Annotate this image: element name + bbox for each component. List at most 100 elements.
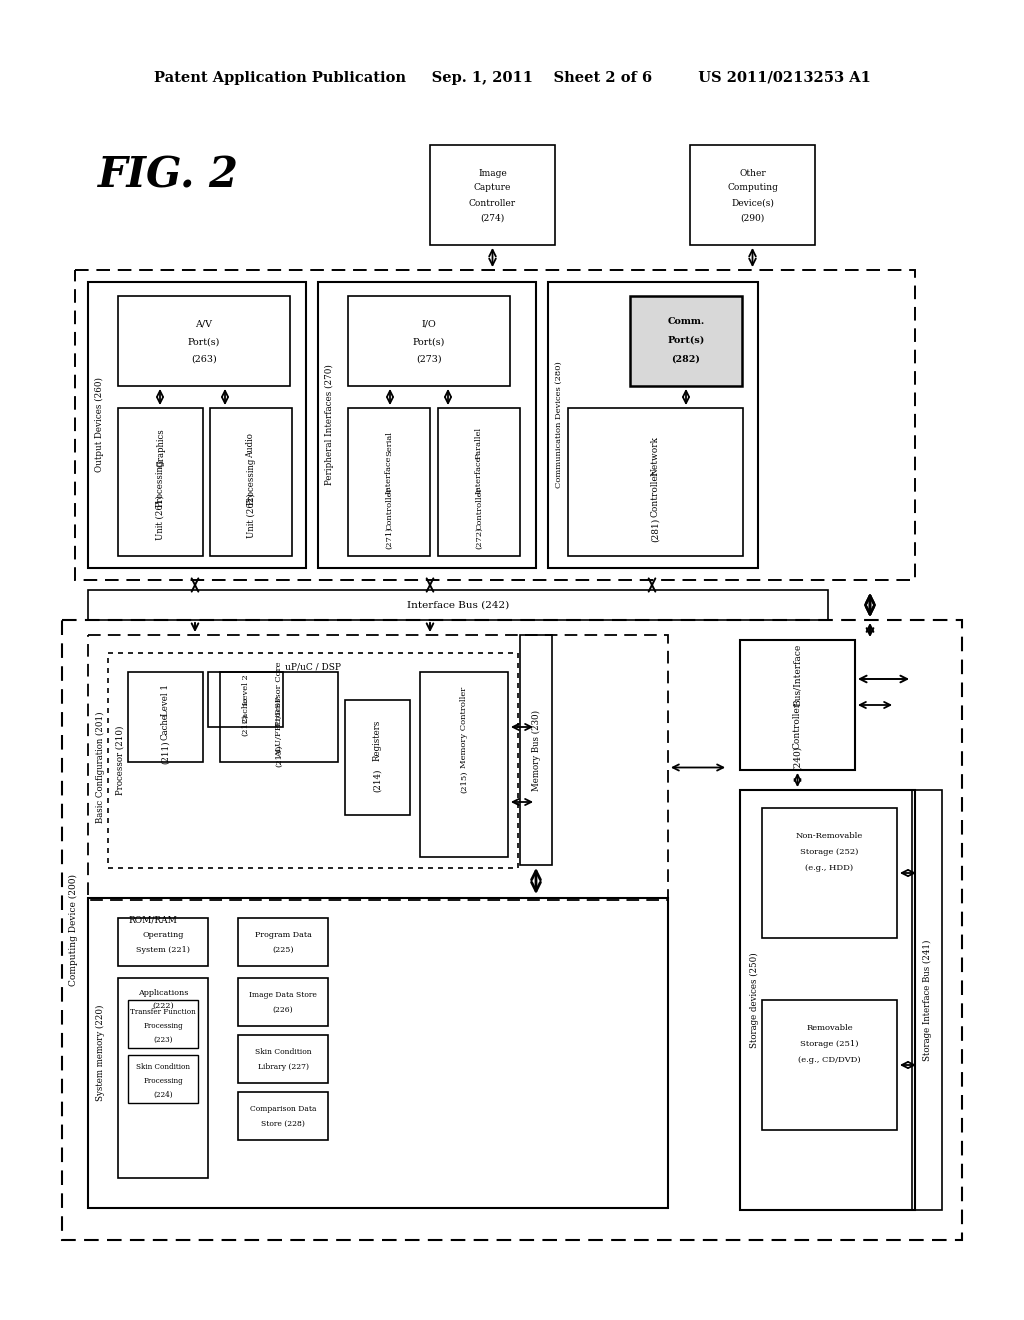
- Bar: [75, 271, 915, 579]
- Text: Removable: Removable: [806, 1024, 853, 1032]
- Bar: [740, 789, 915, 1210]
- Text: Storage devices (250): Storage devices (250): [750, 952, 759, 1048]
- Bar: [118, 917, 208, 966]
- Text: (281): (281): [651, 517, 660, 543]
- Text: Controller: Controller: [651, 470, 660, 516]
- Text: ALU/FPU/DSP: ALU/FPU/DSP: [275, 697, 283, 758]
- Bar: [238, 917, 328, 966]
- Text: (226): (226): [272, 1006, 293, 1014]
- Text: Image Data Store: Image Data Store: [249, 991, 317, 999]
- Text: Patent Application Publication     Sep. 1, 2011    Sheet 2 of 6         US 2011/: Patent Application Publication Sep. 1, 2…: [154, 71, 870, 84]
- Text: Store (228): Store (228): [261, 1119, 305, 1129]
- Text: (212): (212): [242, 714, 250, 737]
- Text: Unit (262): Unit (262): [247, 494, 256, 539]
- Text: (240): (240): [793, 746, 802, 770]
- Text: Registers: Registers: [373, 719, 382, 760]
- Bar: [740, 640, 855, 770]
- Text: Image: Image: [478, 169, 507, 177]
- Text: (214): (214): [373, 768, 382, 792]
- Text: Audio: Audio: [247, 433, 256, 458]
- Bar: [128, 1055, 198, 1104]
- Text: Skin Condition: Skin Condition: [255, 1048, 311, 1056]
- Text: (272): (272): [475, 527, 483, 549]
- Text: Controller: Controller: [793, 701, 802, 748]
- Text: Computing: Computing: [727, 183, 778, 193]
- Text: Processor (210): Processor (210): [116, 726, 125, 795]
- Text: Device(s): Device(s): [731, 198, 774, 207]
- Text: Graphics: Graphics: [156, 429, 165, 467]
- Bar: [762, 808, 897, 939]
- Bar: [762, 1001, 897, 1130]
- Text: (215): (215): [460, 771, 468, 793]
- Text: Cache: Cache: [242, 697, 250, 723]
- Text: (263): (263): [191, 355, 217, 363]
- Text: Serial: Serial: [385, 430, 393, 455]
- Text: Storage (251): Storage (251): [800, 1040, 859, 1048]
- Bar: [548, 282, 758, 568]
- Bar: [128, 1001, 198, 1048]
- Bar: [118, 978, 208, 1177]
- Text: Controller: Controller: [475, 486, 483, 529]
- Text: Processing: Processing: [247, 457, 256, 504]
- Bar: [912, 789, 942, 1210]
- Text: Program Data: Program Data: [255, 931, 311, 939]
- Text: Interface Bus (242): Interface Bus (242): [407, 601, 509, 610]
- Text: ROM/RAM: ROM/RAM: [129, 916, 177, 924]
- Bar: [210, 408, 292, 556]
- Text: (223): (223): [154, 1036, 173, 1044]
- Text: Processor Core: Processor Core: [275, 661, 283, 726]
- Bar: [118, 296, 290, 385]
- Bar: [348, 296, 510, 385]
- Text: (290): (290): [740, 214, 765, 223]
- Text: Interface: Interface: [385, 455, 393, 494]
- Text: System (221): System (221): [136, 946, 190, 954]
- Text: Level 2: Level 2: [242, 675, 250, 705]
- Bar: [88, 282, 306, 568]
- Text: Comparison Data: Comparison Data: [250, 1105, 316, 1113]
- Text: Non-Removable: Non-Removable: [796, 832, 863, 840]
- Bar: [348, 408, 430, 556]
- Text: (222): (222): [153, 1002, 174, 1010]
- Text: Bus/Interface: Bus/Interface: [793, 644, 802, 706]
- Text: Storage Interface Bus (241): Storage Interface Bus (241): [923, 940, 932, 1061]
- Text: (273): (273): [416, 355, 441, 363]
- Text: Basic Configuration (201): Basic Configuration (201): [95, 711, 104, 824]
- Text: Peripheral Interfaces (270): Peripheral Interfaces (270): [325, 364, 334, 486]
- Text: Library (227): Library (227): [257, 1063, 308, 1071]
- Text: (e.g., HDD): (e.g., HDD): [806, 865, 854, 873]
- Text: Port(s): Port(s): [413, 338, 445, 346]
- Bar: [690, 145, 815, 246]
- Bar: [238, 1092, 328, 1140]
- Bar: [220, 672, 338, 762]
- Text: Transfer Function: Transfer Function: [130, 1008, 196, 1016]
- Text: Processing: Processing: [143, 1022, 183, 1030]
- Text: Operating: Operating: [142, 931, 183, 939]
- Text: Controller: Controller: [385, 486, 393, 529]
- Text: Level 1: Level 1: [161, 684, 170, 715]
- Text: Unit (261): Unit (261): [156, 495, 165, 540]
- Text: Port(s): Port(s): [187, 338, 220, 346]
- Bar: [430, 145, 555, 246]
- Bar: [208, 672, 283, 727]
- Text: (225): (225): [272, 946, 294, 954]
- Text: Memory Bus (230): Memory Bus (230): [531, 709, 541, 791]
- Text: Cache: Cache: [161, 714, 170, 741]
- Bar: [568, 408, 743, 556]
- Text: Capture: Capture: [474, 183, 511, 193]
- Text: (211): (211): [161, 741, 170, 764]
- Text: Interface: Interface: [475, 455, 483, 494]
- Text: Applications: Applications: [138, 989, 188, 997]
- Bar: [108, 653, 518, 869]
- Text: Output Devices (260): Output Devices (260): [94, 378, 103, 473]
- Bar: [62, 620, 962, 1239]
- Text: Controller: Controller: [469, 198, 516, 207]
- Text: Comm.: Comm.: [668, 317, 705, 326]
- Text: Computing Device (200): Computing Device (200): [69, 874, 78, 986]
- Bar: [88, 898, 668, 1208]
- Text: A/V: A/V: [196, 319, 213, 329]
- Text: Port(s): Port(s): [668, 335, 705, 345]
- Bar: [238, 1035, 328, 1082]
- Text: Storage (252): Storage (252): [801, 847, 859, 855]
- Bar: [88, 590, 828, 620]
- Bar: [318, 282, 536, 568]
